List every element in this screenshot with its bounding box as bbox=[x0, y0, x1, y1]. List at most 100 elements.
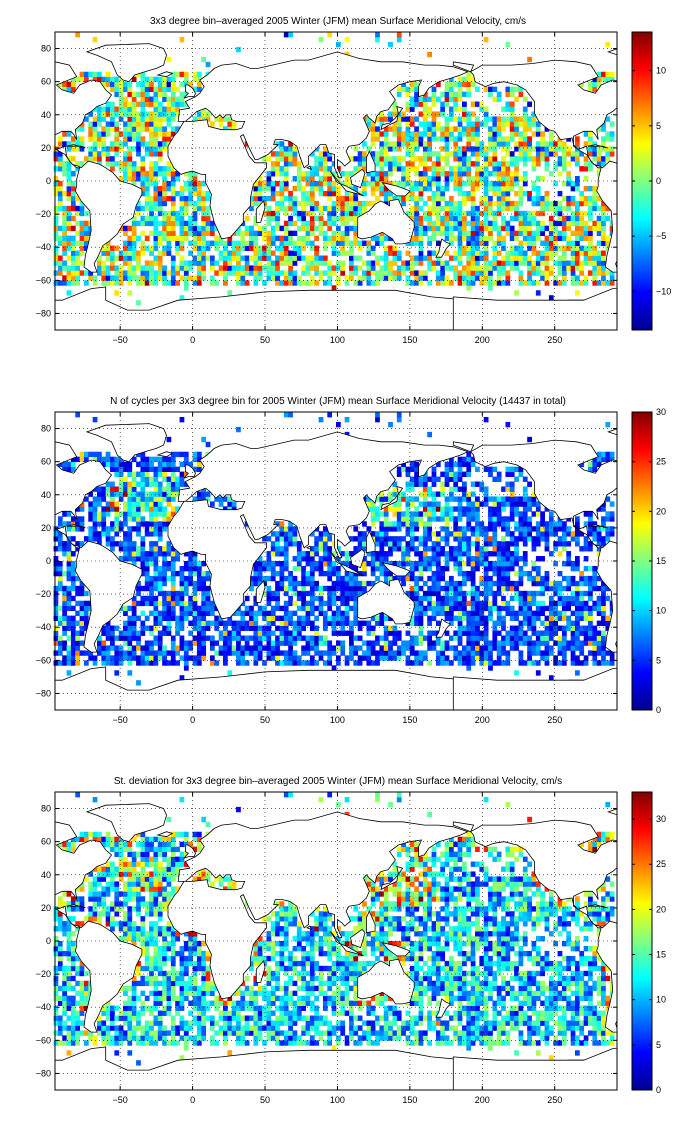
data-cell bbox=[140, 126, 146, 132]
data-cell bbox=[175, 625, 180, 631]
data-cell bbox=[66, 541, 72, 547]
data-cell bbox=[405, 590, 411, 597]
data-cell bbox=[127, 126, 133, 132]
data-cell bbox=[236, 620, 241, 626]
data-cell bbox=[470, 265, 476, 271]
data-cell bbox=[131, 131, 137, 137]
data-cell bbox=[396, 255, 402, 261]
data-cell bbox=[462, 166, 467, 172]
data-cell bbox=[175, 245, 180, 251]
data-cell bbox=[405, 551, 411, 557]
data-cell bbox=[318, 595, 324, 602]
data-cell bbox=[588, 200, 593, 207]
data-cell bbox=[288, 255, 293, 261]
data-cell bbox=[127, 151, 133, 157]
data-cell bbox=[505, 270, 511, 276]
data-cell bbox=[561, 225, 567, 232]
data-cell bbox=[301, 660, 306, 666]
data-cell bbox=[140, 121, 146, 127]
data-cell bbox=[179, 71, 185, 78]
data-cell bbox=[514, 166, 519, 172]
data-cell bbox=[144, 205, 150, 212]
data-cell bbox=[149, 456, 154, 463]
data-cell bbox=[162, 171, 167, 177]
data-cell bbox=[262, 195, 267, 202]
data-cell bbox=[318, 260, 324, 266]
data-cell bbox=[266, 655, 272, 661]
data-cell bbox=[183, 200, 189, 207]
data-cell bbox=[279, 531, 285, 537]
data-cell bbox=[140, 610, 146, 617]
data-cell bbox=[479, 270, 485, 276]
data-cell bbox=[257, 640, 263, 646]
data-cell bbox=[166, 491, 172, 497]
data-cell bbox=[457, 220, 463, 227]
data-cell bbox=[353, 265, 359, 271]
data-cell bbox=[179, 91, 185, 97]
data-cell bbox=[492, 225, 498, 232]
data-cell bbox=[162, 185, 167, 192]
data-cell bbox=[149, 245, 154, 251]
data-cell bbox=[305, 575, 311, 582]
data-cell bbox=[149, 265, 154, 271]
data-cell bbox=[118, 481, 124, 487]
data-cell bbox=[392, 506, 398, 512]
data-cell bbox=[309, 635, 315, 641]
data-cell bbox=[223, 270, 228, 276]
data-cell bbox=[270, 650, 276, 656]
data-cell bbox=[53, 185, 59, 192]
data-cell bbox=[136, 551, 141, 557]
data-cell bbox=[349, 645, 354, 651]
data-cell bbox=[170, 461, 176, 468]
data-cell bbox=[214, 116, 220, 122]
data-cell bbox=[105, 131, 111, 137]
data-cell bbox=[223, 630, 228, 636]
data-cell bbox=[505, 151, 511, 157]
data-cell bbox=[548, 171, 554, 177]
data-cell bbox=[379, 491, 385, 497]
data-cell bbox=[388, 265, 393, 271]
data-cell bbox=[92, 106, 98, 112]
data-cell bbox=[431, 506, 437, 512]
data-cell bbox=[288, 161, 293, 167]
data-cell bbox=[118, 635, 124, 641]
data-cell bbox=[70, 536, 76, 542]
data-cell bbox=[422, 526, 428, 532]
data-cell bbox=[262, 615, 267, 621]
data-cell bbox=[123, 255, 128, 261]
data-cell bbox=[157, 650, 163, 656]
data-cell bbox=[292, 280, 298, 286]
data-cell bbox=[596, 215, 602, 222]
data-cell bbox=[192, 275, 198, 281]
data-cell bbox=[366, 245, 372, 251]
data-cell bbox=[444, 225, 450, 232]
data-cell bbox=[453, 516, 459, 522]
x-tick-label: 0 bbox=[190, 335, 195, 345]
data-cell bbox=[53, 215, 59, 222]
data-cell bbox=[470, 195, 476, 202]
data-cell bbox=[383, 575, 389, 582]
data-cell bbox=[553, 200, 559, 207]
data-cell bbox=[548, 240, 554, 246]
data-cell bbox=[440, 585, 446, 592]
data-cell bbox=[110, 630, 115, 636]
data-cell bbox=[301, 556, 306, 562]
data-cell bbox=[427, 546, 432, 552]
data-cell bbox=[314, 250, 320, 256]
data-cell bbox=[401, 650, 406, 656]
data-cell bbox=[457, 620, 463, 626]
data-cell bbox=[283, 176, 289, 182]
data-cell bbox=[92, 280, 98, 286]
data-cell bbox=[288, 660, 293, 666]
data-cell bbox=[253, 250, 259, 256]
data-cell bbox=[505, 250, 511, 256]
data-cell bbox=[375, 171, 380, 177]
data-cell bbox=[340, 610, 346, 617]
data-cell bbox=[188, 565, 194, 572]
data-cell bbox=[92, 136, 98, 142]
data-cell bbox=[440, 511, 446, 517]
data-cell bbox=[527, 126, 532, 132]
data-cell bbox=[570, 280, 576, 286]
data-cell bbox=[483, 86, 489, 92]
data-cell bbox=[110, 546, 115, 552]
